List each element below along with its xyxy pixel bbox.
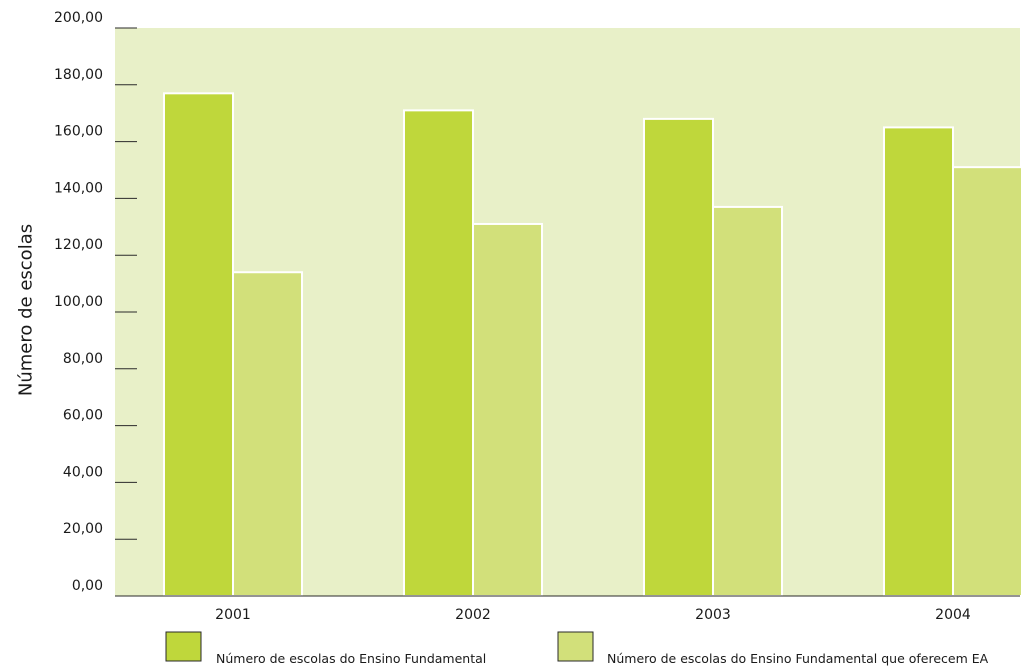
x-tick-label: 2004 <box>935 607 971 623</box>
y-tick-label: 40,00 <box>63 464 103 480</box>
x-tick-label: 2003 <box>695 607 731 623</box>
y-tick-label: 60,00 <box>63 408 103 424</box>
y-tick-label: 80,00 <box>63 351 103 367</box>
x-tick-label: 2002 <box>455 607 491 623</box>
bar-2001-series-1 <box>163 92 234 597</box>
bar-2003-series-1 <box>643 117 714 597</box>
legend-label-2: Número de escolas do Ensino Fundamental … <box>607 651 989 666</box>
bar-2004-series-2 <box>952 166 1023 597</box>
bar-2002-series-1 <box>403 109 474 598</box>
y-tick-label: 20,00 <box>63 521 103 537</box>
x-tick-label: 2001 <box>215 607 251 623</box>
y-tick-label: 200,00 <box>54 10 103 26</box>
y-tick-label: 180,00 <box>54 67 103 83</box>
bar-2004-series-1 <box>883 126 954 598</box>
y-tick-label: 0,00 <box>72 578 103 594</box>
y-tick-label: 120,00 <box>54 237 103 253</box>
y-tick-label: 100,00 <box>54 294 103 310</box>
y-axis-title: Número de escolas <box>16 224 37 396</box>
x-axis: 2001 2002 2003 2004 <box>215 607 971 623</box>
legend-swatch-1 <box>165 631 202 662</box>
bar-2001-series-2 <box>232 271 303 597</box>
y-tick-label: 140,00 <box>54 180 103 196</box>
bar-2002-series-2 <box>472 222 543 598</box>
bar-2003-series-2 <box>712 205 783 597</box>
y-axis: 0,00 20,00 40,00 60,00 80,00 100,00 120,00 140,… <box>54 10 137 597</box>
legend-swatch-2 <box>557 631 594 662</box>
y-tick-label: 160,00 <box>54 124 103 140</box>
bars <box>163 92 1023 598</box>
legend: Número de escolas do Ensino Fundamental N… <box>165 631 989 666</box>
legend-label-1: Número de escolas do Ensino Fundamental <box>216 651 486 666</box>
